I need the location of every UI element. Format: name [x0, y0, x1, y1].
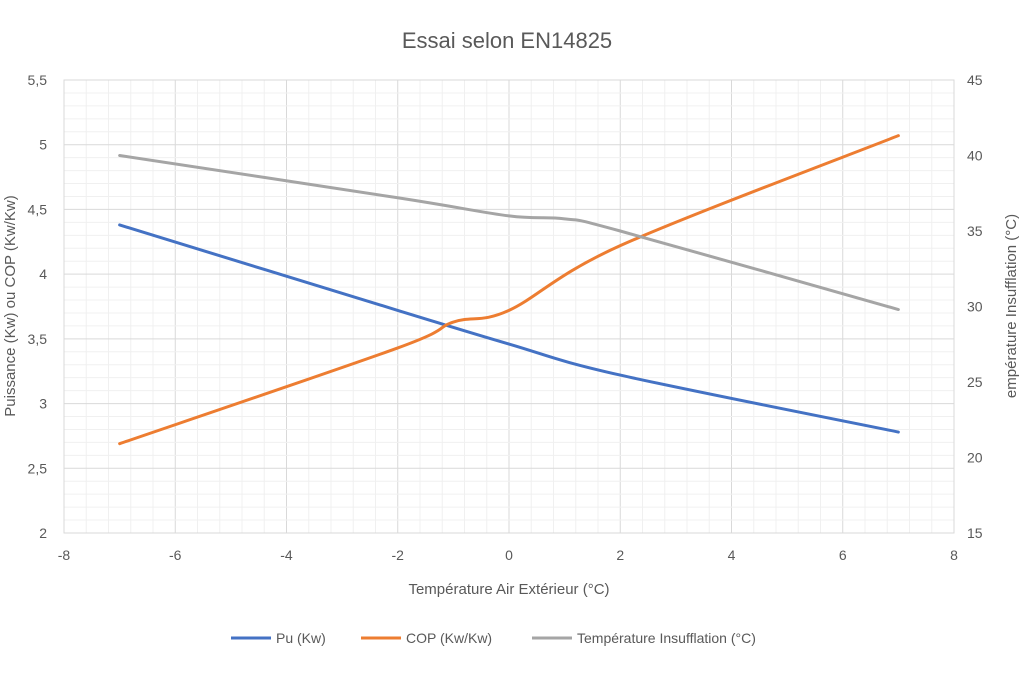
y-axis-ticks: 2 2,5 3 3,5 4 4,5 5 5,5	[28, 72, 48, 541]
legend-label: Pu (Kw)	[276, 630, 326, 646]
y2-axis-ticks: 15 20 25 30 35 40 45	[967, 72, 983, 541]
y-axis-label: Puissance (Kw) ou COP (Kw/Kw)	[2, 195, 19, 416]
x-tick-label: 0	[505, 547, 513, 563]
x-tick-label: 2	[616, 547, 624, 563]
y-tick-label: 3	[39, 396, 47, 412]
y2-tick-label: 45	[967, 72, 983, 88]
y-tick-label: 2	[39, 525, 47, 541]
y2-tick-label: 25	[967, 374, 983, 390]
y-tick-label: 4,5	[28, 201, 48, 217]
y2-tick-label: 35	[967, 223, 983, 239]
x-axis-label: Température Air Extérieur (°C)	[408, 581, 609, 598]
x-tick-label: 8	[950, 547, 958, 563]
y-tick-label: 5	[39, 137, 47, 153]
legend-label: COP (Kw/Kw)	[406, 630, 492, 646]
x-tick-label: -4	[280, 547, 293, 563]
y-tick-label: 5,5	[28, 72, 48, 88]
x-tick-label: 4	[728, 547, 736, 563]
y-tick-label: 4	[39, 266, 47, 282]
x-tick-label: -2	[392, 547, 405, 563]
plot-area-border	[63, 79, 955, 534]
x-tick-label: -8	[58, 547, 71, 563]
y2-tick-label: 20	[967, 450, 983, 466]
y2-tick-label: 40	[967, 148, 983, 164]
legend: Pu (Kw) COP (Kw/Kw) Température Insufflati…	[231, 630, 756, 646]
y-tick-label: 2,5	[28, 460, 48, 476]
series-lines	[118, 134, 900, 446]
y2-axis-label: empérature Insufflation (°C)	[1003, 214, 1020, 398]
y2-tick-label: 30	[967, 299, 983, 315]
series-line-2	[118, 134, 900, 446]
legend-label: Température Insufflation (°C)	[577, 630, 756, 646]
x-axis-ticks: -8 -6 -4 -2 0 2 4 6 8	[58, 547, 958, 563]
x-tick-label: 6	[839, 547, 847, 563]
series-line-3	[118, 154, 900, 312]
series-line-1	[118, 223, 900, 434]
chart-title: Essai selon EN14825	[402, 28, 612, 53]
x-tick-label: -6	[169, 547, 182, 563]
y-tick-label: 3,5	[28, 331, 48, 347]
y2-tick-label: 15	[967, 525, 983, 541]
gridlines	[63, 79, 955, 534]
